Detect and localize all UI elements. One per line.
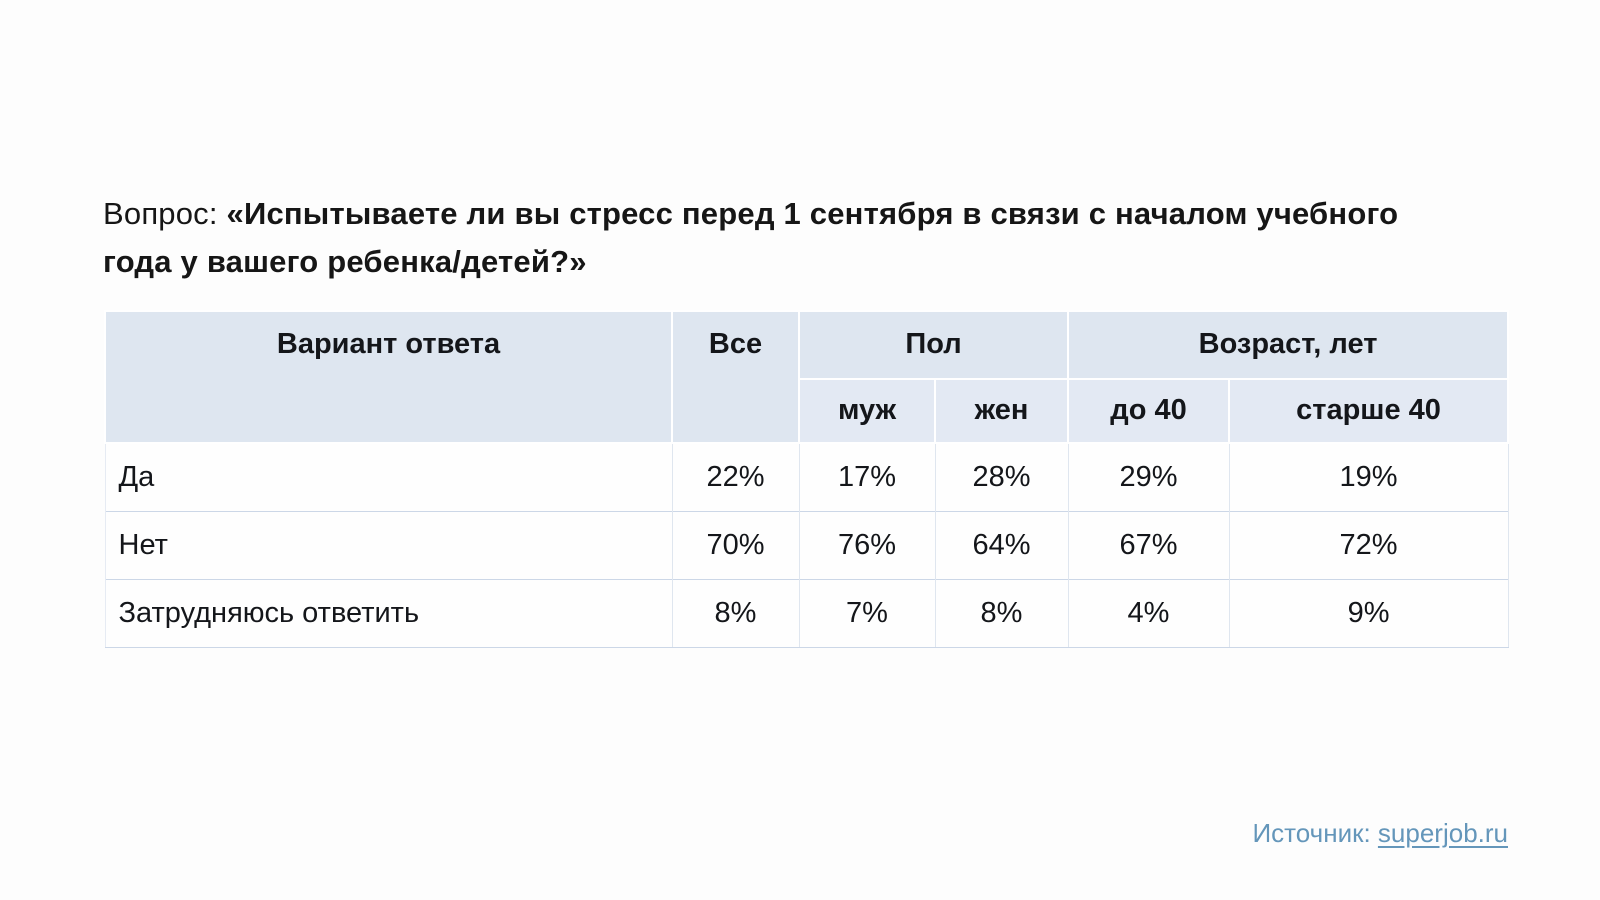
header-male: муж: [798, 378, 936, 444]
cell-female: 28%: [934, 443, 1069, 511]
cell-male: 17%: [798, 443, 936, 511]
cell-all: 70%: [671, 510, 800, 579]
cell-under-40: 67%: [1067, 510, 1230, 579]
cell-under-40: 29%: [1067, 443, 1230, 511]
source-label: Источник:: [1252, 818, 1378, 848]
cell-all: 22%: [671, 443, 800, 511]
row-label: Да: [104, 443, 673, 511]
source-link[interactable]: superjob.ru: [1377, 818, 1508, 848]
question-quote: «Испытываете ли вы стресс перед 1 сентяб…: [103, 196, 1399, 279]
header-age-group: Возраст, лет: [1067, 310, 1510, 380]
cell-male: 76%: [798, 510, 936, 579]
header-gender-group: Пол: [797, 310, 1070, 380]
cell-over-40: 72%: [1228, 510, 1509, 579]
question-prefix: Вопрос:: [103, 196, 227, 231]
cell-over-40: 19%: [1228, 443, 1509, 511]
header-all: Все: [671, 310, 800, 444]
cell-under-40: 4%: [1067, 578, 1230, 648]
header-under-40: до 40: [1067, 378, 1231, 444]
table-header-row-sub: муж жен до 40 старше 40: [105, 378, 1510, 444]
cell-female: 8%: [934, 578, 1069, 648]
header-answer-option: Вариант ответа: [104, 310, 673, 444]
table-row: Нет 70% 76% 64% 67% 72%: [104, 510, 1509, 579]
table-row: Да 22% 17% 28% 29% 19%: [104, 443, 1509, 511]
survey-results-table: Вариант ответа Все Пол Возраст, лет муж …: [104, 310, 1510, 648]
cell-all: 8%: [671, 578, 800, 648]
header-over-40: старше 40: [1228, 378, 1510, 444]
row-label: Нет: [104, 510, 673, 579]
table-header-row-top: Вариант ответа Все Пол Возраст, лет: [104, 310, 1510, 444]
table-row: Затрудняюсь ответить 8% 7% 8% 4% 9%: [104, 578, 1509, 648]
survey-question: Вопрос: «Испытываете ли вы стресс перед …: [103, 190, 1463, 286]
cell-male: 7%: [798, 578, 936, 648]
cell-over-40: 9%: [1228, 578, 1509, 648]
row-label: Затрудняюсь ответить: [104, 578, 673, 648]
source-line: Источник: superjob.ru: [1252, 818, 1508, 849]
cell-female: 64%: [934, 510, 1069, 579]
header-female: жен: [933, 378, 1070, 444]
